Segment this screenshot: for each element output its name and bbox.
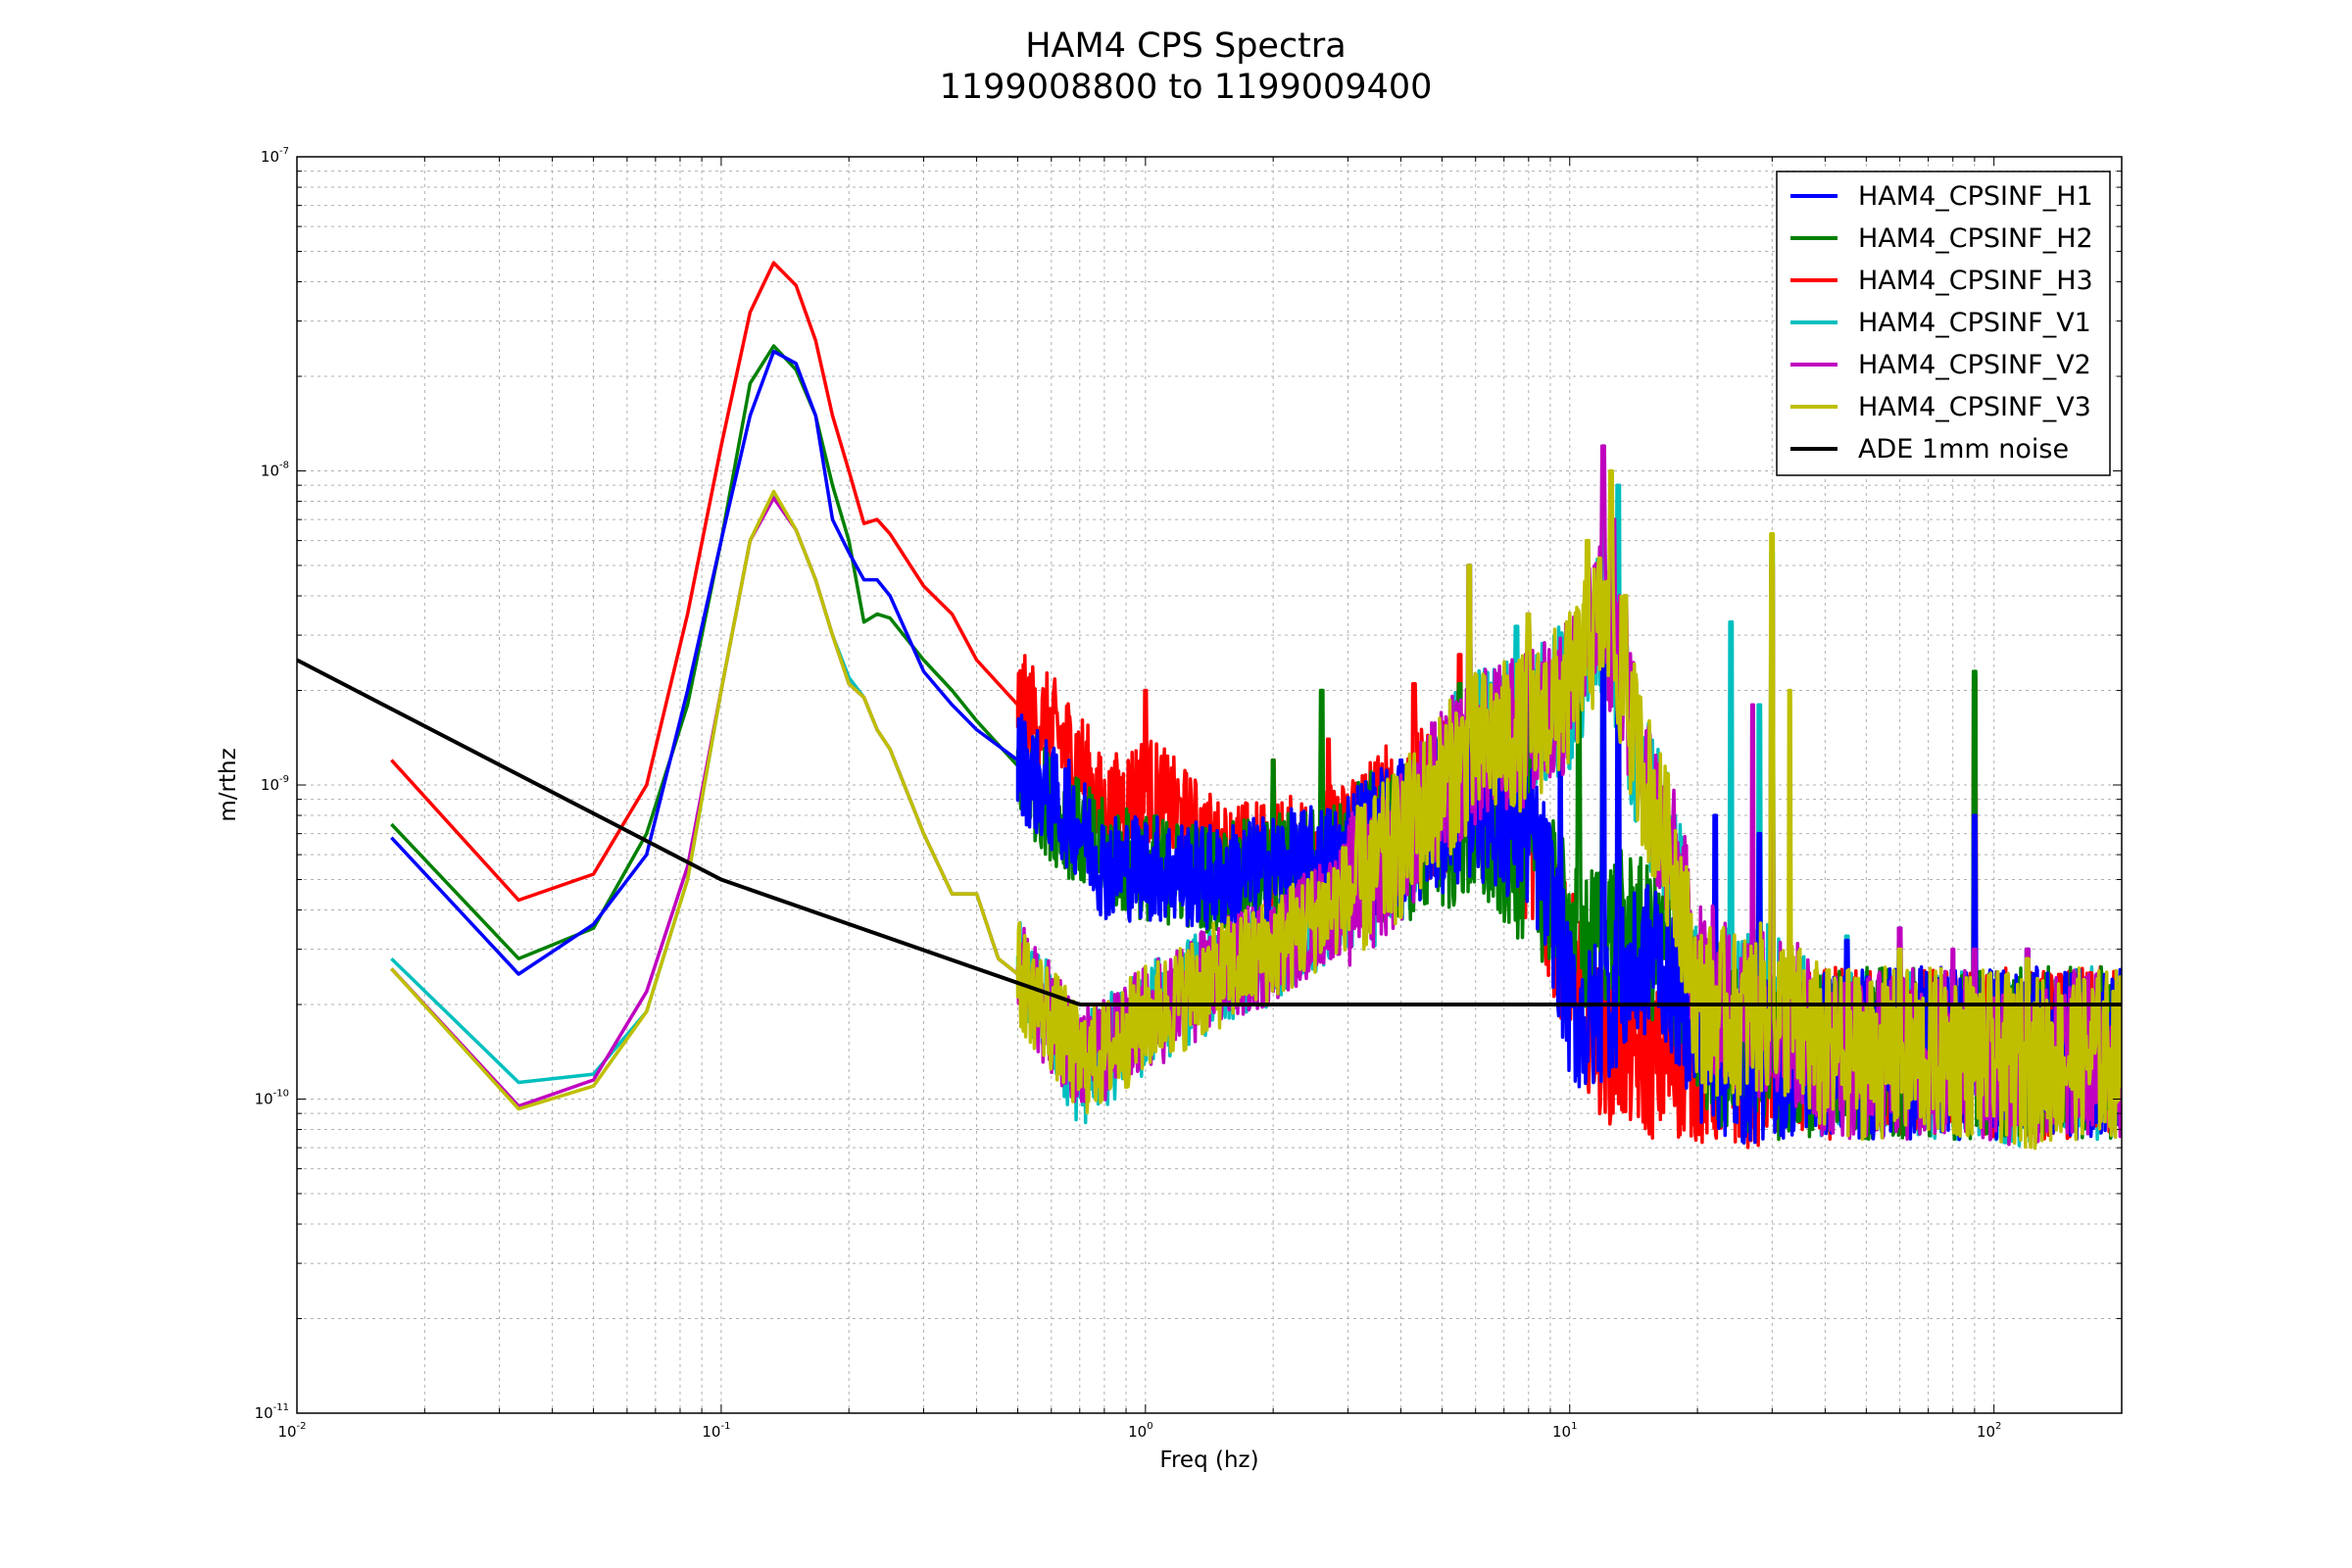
chart-title: HAM4 CPS Spectra bbox=[1025, 26, 1347, 66]
data-lines bbox=[297, 261, 2122, 1151]
legend-label: HAM4_CPSINF_H2 bbox=[1858, 223, 2093, 254]
x-tick-exponent: -2 bbox=[297, 1421, 307, 1432]
series-line-ham4-cpsinf-v3 bbox=[390, 468, 2122, 1151]
legend: HAM4_CPSINF_H1 HAM4_CPSINF_H2 HAM4_CPSINF_… bbox=[1776, 171, 2111, 476]
x-axis-label: Freq (hz) bbox=[1159, 1447, 1258, 1473]
y-tick-exponent: -11 bbox=[273, 1402, 289, 1413]
x-tick-label: 102 bbox=[1977, 1421, 2001, 1441]
x-tick-exponent: 2 bbox=[1995, 1421, 2001, 1432]
x-tick-exponent: 0 bbox=[1147, 1421, 1152, 1432]
legend-label: HAM4_CPSINF_V2 bbox=[1858, 350, 2091, 380]
x-tick-exponent: -1 bbox=[720, 1421, 730, 1432]
y-tick-exponent: -10 bbox=[273, 1089, 289, 1100]
y-tick-exponent: -8 bbox=[279, 461, 289, 471]
legend-label: HAM4_CPSINF_V3 bbox=[1858, 392, 2091, 422]
y-tick-exponent: -9 bbox=[279, 774, 289, 785]
y-axis-label: m/rthz bbox=[216, 748, 241, 821]
legend-label: HAM4_CPSINF_H1 bbox=[1858, 181, 2093, 212]
series-line-ade-1mm-noise bbox=[297, 658, 2122, 1006]
legend-label: HAM4_CPSINF_H3 bbox=[1858, 266, 2093, 296]
legend-label: HAM4_CPSINF_V1 bbox=[1858, 308, 2091, 338]
legend-label: ADE 1mm noise bbox=[1858, 434, 2069, 465]
x-tick-exponent: 1 bbox=[1571, 1421, 1577, 1432]
y-tick-exponent: -7 bbox=[279, 146, 289, 157]
chart-subtitle: 1199008800 to 1199009400 bbox=[940, 68, 1433, 107]
